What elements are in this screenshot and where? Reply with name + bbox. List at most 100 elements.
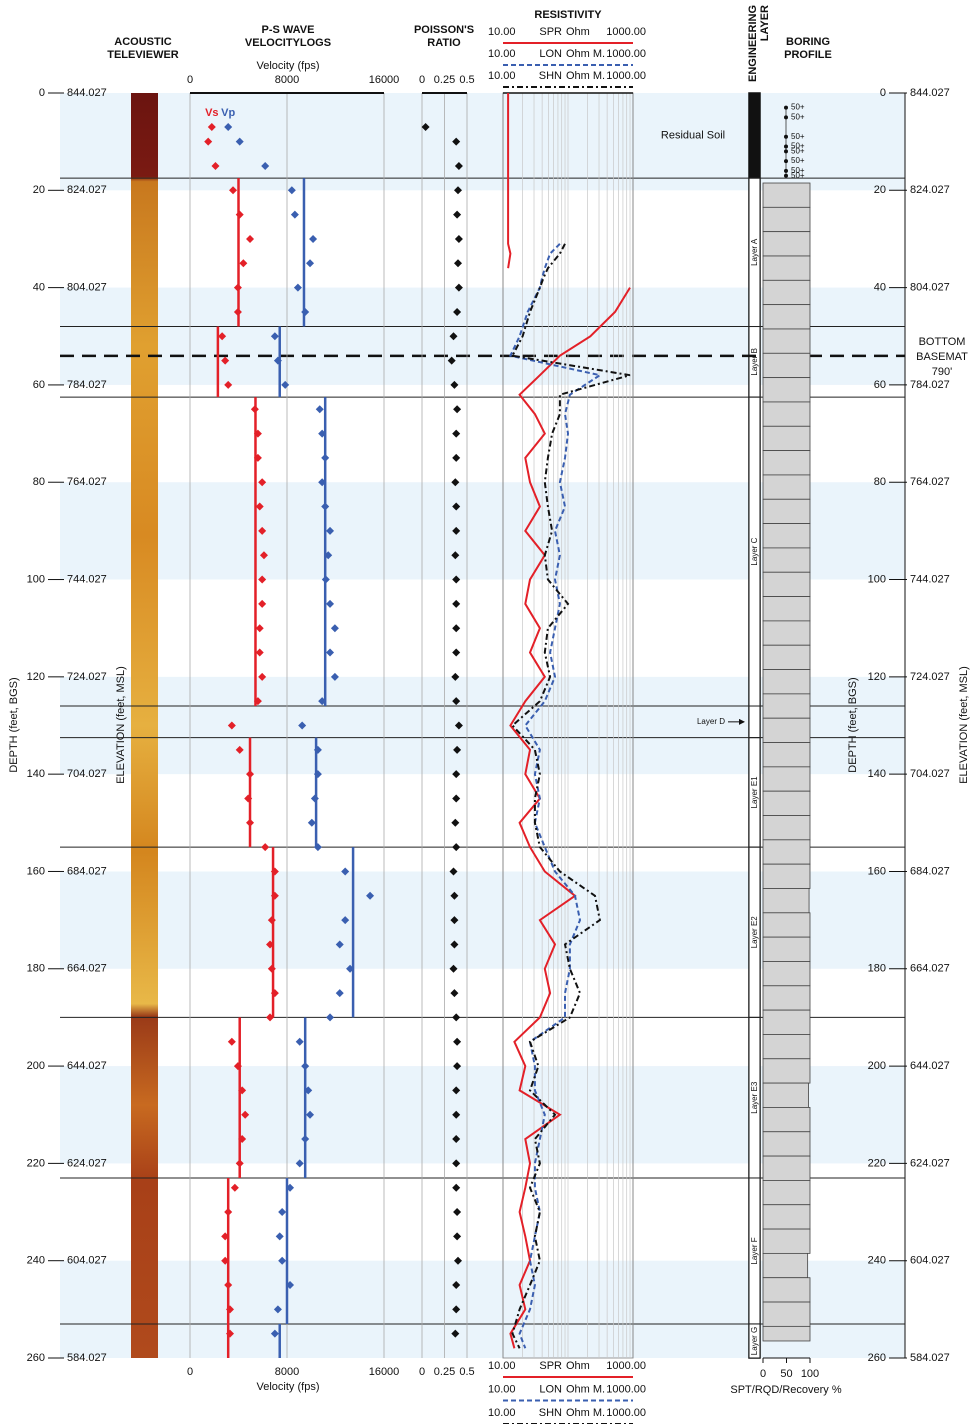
recovery-bar (762, 1155, 811, 1181)
depth-tick-label: 40 (33, 282, 45, 294)
point (452, 1305, 461, 1314)
legend-max: 1000.00 (606, 1360, 646, 1372)
point (304, 1086, 313, 1095)
layer-fill (748, 705, 761, 739)
point (453, 745, 462, 754)
layer-label: Layer D (697, 717, 725, 726)
elevation-tick-label: 844.027 (910, 87, 950, 99)
spt-point (784, 105, 788, 110)
point (306, 259, 315, 268)
point (451, 672, 460, 681)
x-tick-label: 16000 (369, 74, 400, 86)
track-title: ENGINEERING (747, 5, 759, 82)
point (330, 672, 339, 681)
recovery-bar (762, 279, 811, 306)
point (450, 916, 459, 925)
depth-tick-label: 160 (868, 865, 886, 877)
recovery-bar (762, 523, 811, 549)
series-label: Vp (221, 107, 235, 119)
recovery-bar (762, 985, 811, 1011)
recovery-bar (762, 1131, 811, 1157)
point (451, 818, 460, 827)
point (258, 575, 267, 584)
depth-tick-label: 60 (33, 379, 45, 391)
point (281, 380, 290, 389)
depth-tick-label: 20 (874, 184, 886, 196)
elevation-tick-label: 664.027 (910, 963, 950, 975)
depth-tick-label: 260 (27, 1352, 45, 1364)
track-title: VELOCITYLOGS (245, 37, 331, 49)
track-title: POISSON'S (414, 24, 474, 36)
point (366, 891, 375, 900)
point (235, 137, 244, 146)
depth-tick-label: 120 (27, 671, 45, 683)
axis-title: DEPTH (feet, BGS) (8, 677, 20, 772)
elevation-tick-label: 844.027 (67, 87, 107, 99)
point (452, 502, 461, 511)
legend-min: 10.00 (488, 48, 516, 60)
depth-tick-label: 20 (33, 184, 45, 196)
legend-min: 10.00 (488, 1383, 516, 1395)
recovery-bar (762, 936, 811, 962)
point (270, 891, 279, 900)
x-axis-title: SPT/RQD/Recovery % (730, 1384, 841, 1396)
point (258, 672, 267, 681)
point (454, 161, 463, 170)
point (452, 1135, 461, 1144)
track-title: ACOUSTIC (114, 36, 172, 48)
depth-tick-label: 220 (868, 1157, 886, 1169)
point (207, 123, 216, 132)
basemat-label: BOTTOM (919, 336, 966, 348)
point (452, 1281, 461, 1290)
elevation-tick-label: 664.027 (67, 963, 107, 975)
point (233, 1062, 242, 1071)
legend-min: 10.00 (488, 1360, 516, 1372)
point (259, 551, 268, 560)
point (267, 916, 276, 925)
point (318, 697, 327, 706)
depth-tick-label: 140 (868, 768, 886, 780)
elevation-tick-label: 684.027 (67, 865, 107, 877)
recovery-bar (762, 693, 811, 719)
point (452, 1110, 461, 1119)
recovery-bar (762, 669, 811, 695)
point (326, 526, 335, 535)
layer-fill (748, 92, 761, 179)
point (286, 1183, 295, 1192)
x-tick-label: 8000 (275, 74, 299, 86)
legend-max: 1000.00 (606, 70, 646, 82)
point (255, 624, 264, 633)
depth-tick-label: 180 (27, 963, 45, 975)
point (301, 1062, 310, 1071)
elevation-tick-label: 644.027 (910, 1060, 950, 1072)
point (310, 794, 319, 803)
elevation-tick-label: 584.027 (67, 1352, 107, 1364)
point (341, 916, 350, 925)
point (301, 1135, 310, 1144)
spt-label: 50+ (791, 146, 805, 155)
point (452, 794, 461, 803)
recovery-bar (762, 474, 811, 500)
elevation-tick-label: 784.027 (67, 379, 107, 391)
point (452, 648, 461, 657)
recovery-bar (762, 547, 811, 573)
point (255, 648, 264, 657)
legend-name: SHN (539, 70, 562, 82)
point (453, 1037, 462, 1046)
depth-tick-label: 100 (868, 573, 886, 585)
point (421, 123, 430, 132)
recovery-bar (762, 206, 811, 233)
point (226, 1329, 235, 1338)
elevation-tick-label: 764.027 (67, 476, 107, 488)
point (453, 210, 462, 219)
spt-label: 50+ (791, 156, 805, 165)
legend-unit: Ohm M. (566, 1383, 605, 1395)
x-tick-label: 50 (780, 1368, 792, 1380)
depth-tick-label: 240 (27, 1255, 45, 1267)
spt-point (784, 168, 788, 173)
recovery-bar (762, 352, 811, 379)
point (270, 332, 279, 341)
point (454, 1256, 462, 1265)
x-tick-label: 0 (419, 74, 425, 86)
legend-name: SPR (539, 1360, 562, 1372)
